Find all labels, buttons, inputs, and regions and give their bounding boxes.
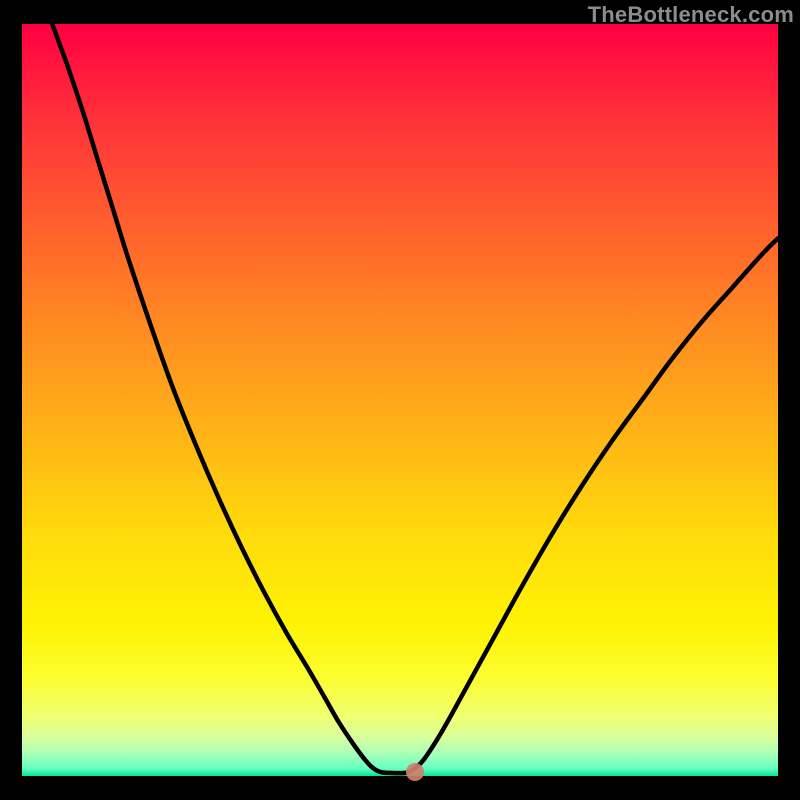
bottleneck-curve-svg (22, 24, 778, 776)
watermark-text: TheBottleneck.com (588, 2, 794, 28)
chart-container: TheBottleneck.com (0, 0, 800, 800)
bottleneck-curve-line (52, 24, 778, 773)
minimum-marker-dot (406, 763, 424, 781)
